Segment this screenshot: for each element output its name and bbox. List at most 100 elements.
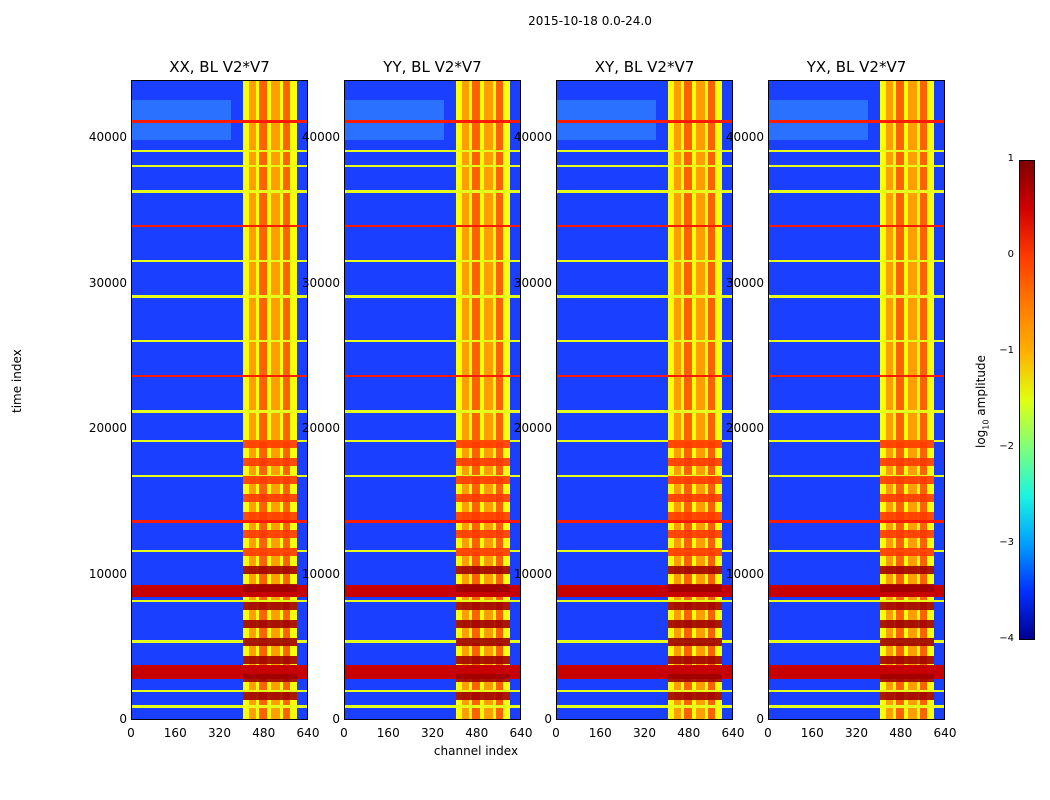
hot-block	[243, 494, 297, 502]
hot-block	[243, 692, 297, 700]
heatmap-svg	[131, 80, 308, 720]
channel-stripe	[462, 80, 469, 720]
rfi-line	[344, 600, 521, 602]
hot-block	[243, 530, 297, 538]
rfi-line	[344, 375, 521, 377]
channel-stripe	[496, 80, 503, 720]
x-tick-label: 0	[340, 726, 348, 740]
hot-block	[243, 656, 297, 664]
rfi-line	[556, 410, 733, 413]
rfi-line	[556, 295, 733, 298]
hot-block	[243, 458, 297, 466]
hot-block	[456, 512, 510, 520]
hot-block	[880, 674, 934, 682]
y-tick-label: 20000	[88, 421, 127, 436]
colorbar-tick-label: 1	[1007, 153, 1014, 164]
x-tick-label: 160	[376, 726, 400, 740]
x-tick-label: 320	[208, 726, 231, 740]
x-tick-label: 480	[465, 726, 489, 740]
rfi-line	[131, 600, 308, 602]
hot-block	[880, 638, 934, 646]
rfi-line	[556, 600, 733, 602]
y-tick-label: 40000	[301, 130, 340, 145]
channel-stripe	[249, 80, 256, 720]
axes-frame	[556, 80, 733, 720]
hot-block	[668, 638, 722, 646]
rfi-line	[768, 705, 945, 708]
rfi-line	[131, 690, 308, 692]
rfi-line	[768, 375, 945, 377]
rfi-line	[131, 475, 308, 477]
x-tick-label: 320	[421, 726, 444, 740]
channel-stripe	[886, 80, 893, 720]
axes-frame	[768, 80, 945, 720]
rfi-line	[556, 260, 733, 262]
channel-stripe	[896, 80, 904, 720]
hot-block	[456, 494, 510, 502]
rfi-line	[344, 150, 521, 152]
rfi-line	[344, 410, 521, 413]
hot-block	[668, 548, 722, 556]
x-tick-label: 320	[633, 726, 656, 740]
x-tick-label: 640	[721, 726, 745, 740]
rfi-line	[344, 120, 521, 123]
colorbar-tick-label: −2	[999, 441, 1014, 452]
rfi-line	[131, 520, 308, 523]
y-tick-label: 20000	[513, 421, 552, 436]
rfi-line	[344, 640, 521, 643]
rfi-line	[556, 120, 733, 123]
hot-block	[668, 476, 722, 484]
rfi-line	[768, 600, 945, 602]
rfi-line	[556, 165, 733, 167]
y-tick-label: 0	[756, 712, 764, 726]
x-tick-label: 480	[677, 726, 701, 740]
hot-block	[880, 584, 934, 592]
y-tick-label: 30000	[88, 275, 127, 290]
x-tick-label: 480	[889, 726, 913, 740]
channel-stripe	[920, 80, 927, 720]
hot-block	[456, 440, 510, 448]
rfi-line	[556, 640, 733, 643]
channel-stripe	[708, 80, 715, 720]
channel-stripe	[674, 80, 681, 720]
hot-block	[243, 638, 297, 646]
colorbar-label-rest: amplitude	[974, 355, 988, 420]
rfi-line	[344, 190, 521, 193]
hot-block	[880, 656, 934, 664]
rfi-line	[131, 120, 308, 123]
x-tick-label: 0	[764, 726, 772, 740]
hot-block	[880, 548, 934, 556]
figure-title: 2015-10-18 0.0-24.0	[528, 14, 652, 28]
hot-block	[456, 692, 510, 700]
hot-block	[243, 602, 297, 610]
colorbar-tick-label: −1	[999, 345, 1014, 356]
rfi-line	[344, 260, 521, 262]
x-tick-label: 0	[552, 726, 560, 740]
hot-block	[243, 674, 297, 682]
rfi-line	[768, 550, 945, 552]
rfi-line	[131, 150, 308, 152]
hot-block	[456, 548, 510, 556]
colorbar-tick-label: −4	[999, 633, 1014, 644]
rfi-line	[131, 165, 308, 167]
panel-title-yy: YY, BL V2*V7	[383, 58, 482, 76]
hot-block	[668, 440, 722, 448]
hot-block	[880, 602, 934, 610]
axes-frame	[344, 80, 521, 720]
x-tick-label: 480	[252, 726, 276, 740]
channel-stripe	[271, 80, 280, 720]
channel-stripe	[259, 80, 267, 720]
channel-stripe	[472, 80, 480, 720]
x-tick-label: 160	[163, 726, 187, 740]
rfi-line	[768, 340, 945, 342]
hot-block	[880, 620, 934, 628]
rfi-line	[768, 190, 945, 193]
panel-title-xy: XY, BL V2*V7	[594, 58, 695, 76]
rfi-line	[768, 520, 945, 523]
y-tick-label: 0	[544, 712, 552, 726]
hot-block	[243, 620, 297, 628]
rfi-line	[556, 150, 733, 152]
hot-block	[456, 674, 510, 682]
hot-block	[668, 656, 722, 664]
hot-block	[880, 692, 934, 700]
